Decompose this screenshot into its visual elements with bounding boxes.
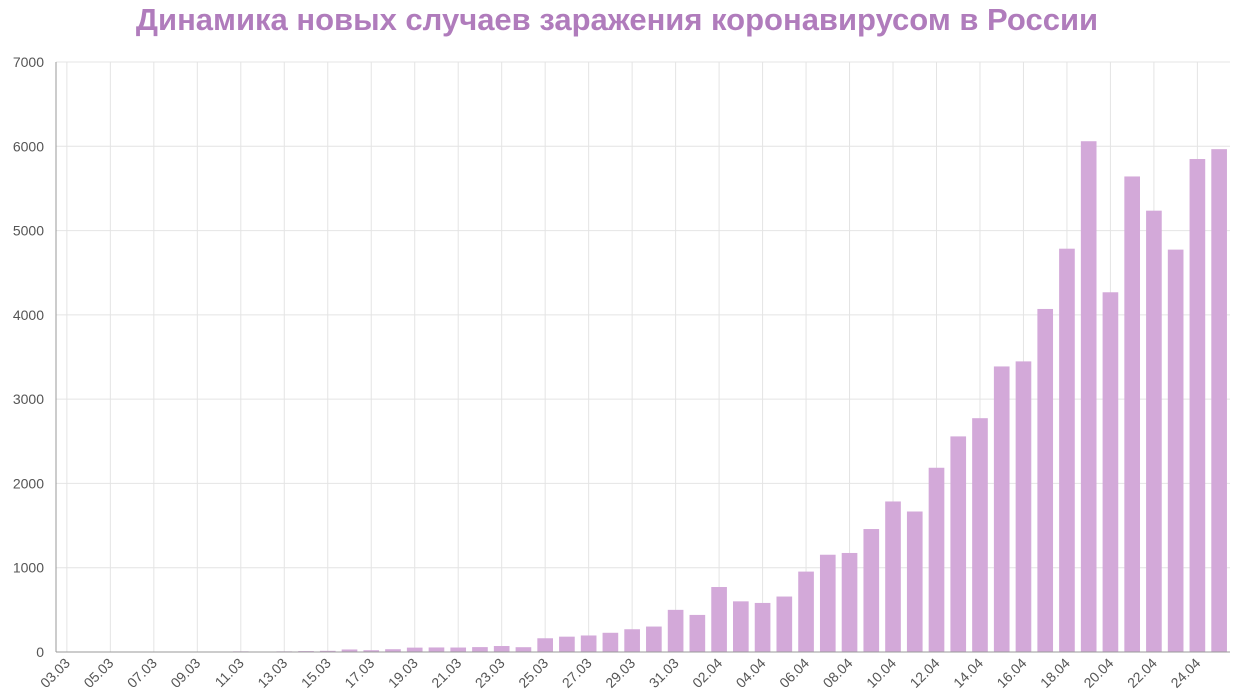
bar (689, 614, 706, 652)
x-tick-label: 02.04 (689, 655, 725, 691)
bar (493, 646, 510, 652)
x-tick-label: 15.03 (298, 655, 334, 691)
x-tick-label: 08.04 (820, 655, 856, 691)
x-tick-label: 29.03 (602, 655, 638, 691)
y-tick-label: 3000 (13, 391, 44, 407)
bar (928, 467, 945, 652)
bar (450, 647, 467, 652)
y-tick-label: 7000 (13, 54, 44, 70)
grid-lines (56, 61, 1230, 653)
x-tick-label: 23.03 (472, 655, 508, 691)
x-tick-label: 04.04 (733, 655, 769, 691)
x-tick-label: 31.03 (646, 655, 682, 691)
bar (428, 647, 445, 652)
bar (906, 511, 923, 652)
bar (1059, 248, 1075, 652)
bar (1167, 249, 1184, 652)
x-tick-label: 11.03 (212, 655, 248, 691)
x-tick-label: 03.03 (37, 655, 73, 691)
y-tick-label: 6000 (13, 138, 44, 154)
bar (1146, 210, 1162, 652)
y-tick-label: 4000 (13, 307, 44, 323)
bar (1211, 149, 1227, 652)
bar (972, 418, 988, 652)
bar (950, 436, 967, 652)
x-tick-label: 24.04 (1167, 655, 1203, 691)
bar (559, 636, 575, 652)
bar (863, 529, 880, 652)
x-tick-label: 10.04 (863, 655, 899, 691)
bar (1189, 159, 1206, 652)
bar (363, 650, 380, 652)
x-tick-label: 12.04 (907, 655, 943, 691)
bar (993, 366, 1010, 652)
bar (1037, 308, 1054, 652)
bar (819, 554, 836, 652)
bar (1080, 141, 1097, 652)
x-tick-labels: 03.03 05.03 07.03 09.03 11.03 13.03 15.03 17.03… (37, 655, 1204, 691)
bar (319, 650, 336, 652)
x-tick-label: 13.03 (254, 655, 290, 691)
bar (841, 552, 858, 652)
bar (406, 647, 423, 652)
bar (1102, 292, 1119, 652)
bars-group (59, 141, 1227, 652)
bar (885, 501, 901, 652)
bar (341, 649, 358, 652)
x-tick-label: 18.04 (1037, 655, 1073, 691)
x-tick-label: 20.04 (1080, 655, 1116, 691)
x-tick-label: 19.03 (385, 655, 421, 691)
y-tick-label: 1000 (13, 560, 44, 576)
x-tick-label: 27.03 (559, 655, 595, 691)
bar (624, 629, 640, 652)
y-tick-label: 2000 (13, 475, 44, 491)
y-tick-label: 5000 (13, 223, 44, 239)
bar (711, 587, 727, 652)
bar (385, 649, 401, 652)
axes-group (55, 62, 1230, 653)
bar (754, 602, 771, 652)
bar (515, 647, 532, 652)
bar (580, 635, 597, 652)
bar (1015, 361, 1032, 652)
chart-title: Динамика новых случаев заражения коронав… (135, 2, 1099, 37)
bar (667, 609, 684, 652)
x-tick-label: 17.03 (341, 655, 377, 691)
x-tick-label: 16.04 (993, 655, 1029, 691)
x-tick-label: 06.04 (776, 655, 812, 691)
bar (1124, 176, 1140, 652)
x-tick-label: 05.03 (80, 655, 116, 691)
x-tick-label: 09.03 (167, 655, 203, 691)
x-tick-label: 22.04 (1124, 655, 1160, 691)
bar (472, 647, 488, 652)
x-tick-label: 21.03 (428, 655, 464, 691)
x-tick-label: 25.03 (515, 655, 551, 691)
bar (646, 626, 662, 652)
y-tick-label: 0 (36, 644, 44, 660)
x-tick-label: 14.04 (950, 655, 986, 691)
bar (602, 632, 619, 652)
bar (798, 571, 814, 652)
bar (733, 601, 749, 652)
y-tick-labels: 0 1000 2000 3000 4000 5000 6000 7000 (13, 54, 44, 660)
bar (776, 596, 793, 652)
bar (537, 638, 553, 652)
x-tick-label: 07.03 (124, 655, 160, 691)
